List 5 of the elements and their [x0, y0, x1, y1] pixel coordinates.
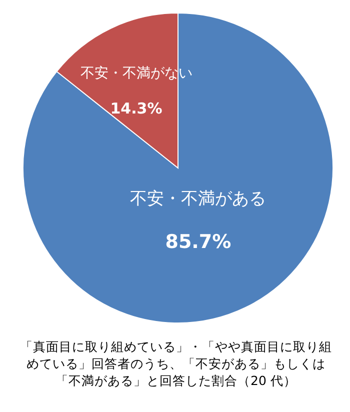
data-label: 14.3%	[110, 99, 162, 118]
text: 「真面目に取り組めている」・「やや真面目に取り組めている」回答者のうち、「不安がある」もしくは「不満がある」と回答した割合（20 代）	[19, 338, 333, 389]
slice-label: 不安・不満がある	[130, 188, 266, 209]
data-label: 85.7%	[165, 230, 232, 253]
slice-label: 不安・不満がない	[80, 65, 192, 82]
